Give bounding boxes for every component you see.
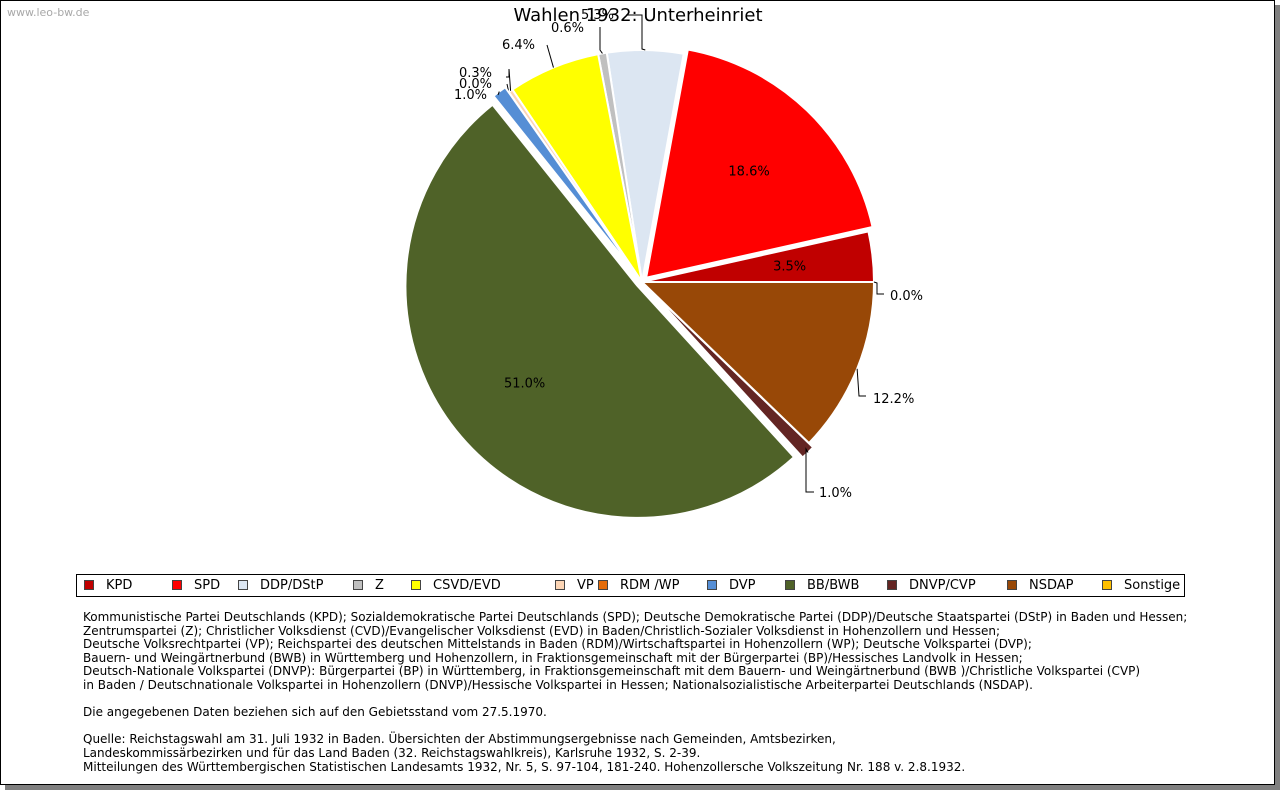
- leader-line-csvd-evd: [546, 44, 554, 68]
- legend-label: Z: [375, 578, 384, 593]
- slice-label-nsdap: 12.2%: [873, 392, 914, 407]
- legend-label: CSVD/EVD: [433, 578, 501, 593]
- legend-label: Sonstige: [1124, 578, 1181, 593]
- legend-label: KPD: [106, 578, 133, 593]
- legend-swatch: [172, 580, 182, 590]
- slice-label-spd: 18.6%: [728, 165, 769, 180]
- legend-swatch: [598, 580, 608, 590]
- legend-swatch: [887, 580, 897, 590]
- slice-label-csvd-evd: 6.4%: [502, 38, 535, 53]
- slice-label-rdm-wp: 0.0%: [459, 77, 492, 92]
- slice-label-vp: 0.3%: [459, 66, 492, 81]
- slice-label-kpd: 3.5%: [773, 260, 806, 275]
- legend-swatch: [707, 580, 717, 590]
- footnote-line: in Baden / Deutschnationale Volkspartei …: [83, 677, 1033, 692]
- leader-line-z: [599, 27, 603, 54]
- legend-label: SPD: [194, 578, 221, 593]
- legend-swatch: [555, 580, 565, 590]
- leader-line-sonstige: [873, 281, 884, 295]
- leader-line-dnvp-cvp: [805, 447, 814, 493]
- legend-label: NSDAP: [1029, 578, 1074, 593]
- footnote-line: Deutsch-Nationale Volkspartei (DNVP): Bü…: [83, 664, 1141, 679]
- footnote-line: Die angegebenen Daten beziehen sich auf …: [83, 705, 547, 720]
- leader-line-nsdap: [856, 368, 866, 397]
- watermark: www.leo-bw.de: [7, 6, 90, 19]
- footnote-line: Mitteilungen des Württembergischen Stati…: [83, 759, 966, 774]
- legend-swatch: [353, 580, 363, 590]
- slice-label-dvp: 1.0%: [454, 88, 487, 103]
- slice-label-dnvp-cvp: 1.0%: [819, 486, 852, 501]
- legend-label: BB/BWB: [807, 578, 860, 593]
- footnote-line: Kommunistische Partei Deutschlands (KPD)…: [83, 610, 1188, 624]
- legend-label: VP: [577, 578, 594, 593]
- legend-swatch: [1007, 580, 1017, 590]
- footnote-line: Quelle: Reichstagswahl am 31. Juli 1932 …: [83, 732, 836, 747]
- pie-slice-spd: [644, 48, 874, 279]
- pie-slice-bb-bwb: [404, 103, 796, 519]
- legend-swatch: [238, 580, 248, 590]
- legend-swatch: [84, 580, 94, 590]
- legend-swatch: [1102, 580, 1112, 590]
- leader-line-ddp-dstp: [626, 14, 646, 51]
- footnote-line: Deutsche Volksrechtpartei (VP); Reichspa…: [83, 637, 1032, 652]
- footnote-line: Zentrumspartei (Z); Christlicher Volksdi…: [83, 623, 1001, 638]
- pie-chart: 3.5%18.6%5.3%0.6%6.4%0.3%0.0%1.0%51.0%1.…: [404, 8, 923, 519]
- legend-swatch: [785, 580, 795, 590]
- leader-line-dvp: [497, 91, 500, 96]
- legend: KPD SPD DDP/DStP Z CSVD/EVD VP RDM /WP DVP BB/BW…: [76, 574, 1185, 597]
- footnote-line: Bauern- und Weingärtnerbund (BWB) in Wür…: [83, 650, 1023, 665]
- slice-label-z: 0.6%: [551, 21, 584, 36]
- pie-slice-dnvp-cvp: [645, 285, 815, 459]
- footnote-spacer: [83, 693, 1187, 707]
- slice-label-sonstige: 0.0%: [890, 289, 923, 304]
- chart-title: Wahlen 1932: Unterheinriet: [513, 5, 763, 26]
- slice-label-ddp-dstp: 5.3%: [581, 8, 614, 23]
- legend-label: DNVP/CVP: [909, 578, 976, 593]
- pie-slice-nsdap: [639, 281, 876, 445]
- footnote-line: Landeskommissärbezirken und für das Land…: [83, 745, 701, 760]
- legend-swatch: [411, 580, 421, 590]
- legend-label: RDM /WP: [620, 578, 680, 593]
- legend-label: DDP/DStP: [260, 578, 324, 593]
- footnotes: Kommunistische Partei Deutschlands (KPD)…: [83, 610, 1188, 774]
- leader-line-vp: [506, 68, 512, 91]
- slice-label-bb-bwb: 51.0%: [504, 376, 545, 391]
- legend-label: DVP: [729, 578, 756, 593]
